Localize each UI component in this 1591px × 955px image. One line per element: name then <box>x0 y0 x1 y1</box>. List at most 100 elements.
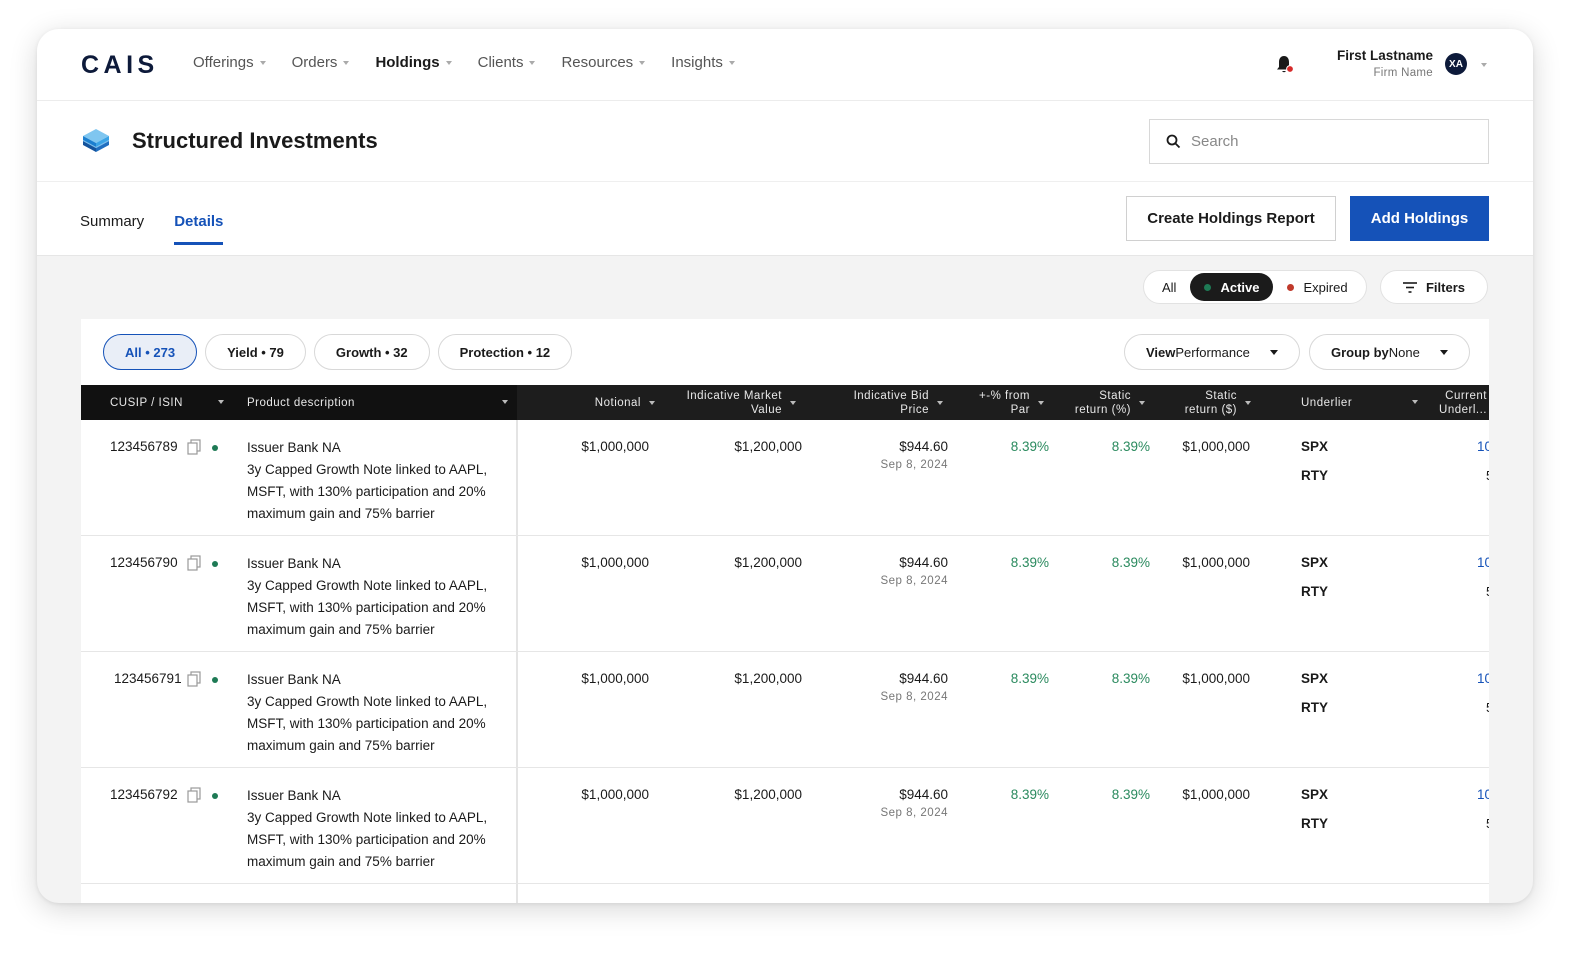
nav-label: Holdings <box>375 54 440 71</box>
bid-price: $944.60 <box>899 439 948 454</box>
chip-protection[interactable]: Protection • 12 <box>437 334 573 370</box>
column-label-line: Par <box>1010 403 1030 416</box>
nav-offerings[interactable]: Offerings <box>193 54 266 71</box>
nav-label: Orders <box>291 54 338 71</box>
frozen-column-divider <box>516 652 518 767</box>
table-row[interactable]: 123456792 Issuer Bank NA 3y Capped Growth… <box>81 768 1489 884</box>
status-expired[interactable]: Expired <box>1273 273 1361 301</box>
column-header-notional[interactable]: Notional <box>541 385 655 420</box>
notional-cell: $1,000,000 <box>581 671 649 686</box>
static-return-pct-cell: 8.39% <box>1111 555 1150 570</box>
sort-icon <box>790 400 796 405</box>
chip-yield[interactable]: Yield • 79 <box>205 334 306 370</box>
page-title: Structured Investments <box>132 128 378 153</box>
column-header-bid-price[interactable]: Indicative Bid Price <box>811 385 943 420</box>
from-par-cell: 8.39% <box>1010 671 1049 686</box>
divider <box>37 181 1533 182</box>
current-underlier-value: 10 <box>1477 671 1489 686</box>
notional-cell: $1,000,000 <box>581 555 649 570</box>
column-header-underlier[interactable]: Underlier <box>1301 385 1411 420</box>
table-row[interactable]: 123456789 Issuer Bank NA 3y Capped Growth… <box>81 420 1489 536</box>
static-return-usd-cell: $1,000,000 <box>1182 671 1250 686</box>
add-holdings-button[interactable]: Add Holdings <box>1350 196 1489 241</box>
group-by-dropdown[interactable]: Group by None <box>1309 334 1470 370</box>
user-menu[interactable]: First Lastname Firm Name <box>1337 48 1433 79</box>
cais-logo[interactable]: CAIS <box>81 51 159 79</box>
from-par-cell: 8.39% <box>1010 439 1049 454</box>
chip-all[interactable]: All • 273 <box>103 334 198 370</box>
column-header-cusip[interactable]: CUSIP / ISIN <box>110 385 222 420</box>
tab-details[interactable]: Details <box>174 213 224 245</box>
column-label: Notional <box>594 396 641 409</box>
nav-insights[interactable]: Insights <box>671 54 735 71</box>
underlier-cell: SPX RTY <box>1301 548 1328 606</box>
nav-orders[interactable]: Orders <box>292 54 350 71</box>
product-text: 3y Capped Growth Note linked to AAPL, MS… <box>247 810 488 869</box>
sort-icon[interactable] <box>502 400 508 404</box>
main-nav: Offerings Orders Holdings Clients Resour… <box>193 54 761 71</box>
bid-price-cell: $944.60 Sep 8, 2024 <box>841 439 948 471</box>
chevron-down-icon <box>259 61 266 65</box>
status-all[interactable]: All <box>1162 279 1177 295</box>
search-input[interactable] <box>1191 133 1451 150</box>
nav-holdings[interactable]: Holdings <box>375 54 452 71</box>
column-label-line: return (%) <box>1074 403 1131 416</box>
column-header-current-underlier[interactable]: Current Underl... <box>1421 385 1487 420</box>
status-active[interactable]: Active <box>1190 273 1274 301</box>
nav-clients[interactable]: Clients <box>478 54 536 71</box>
active-status-icon <box>212 445 218 451</box>
copy-icon[interactable] <box>187 439 201 455</box>
copy-icon[interactable] <box>187 787 201 803</box>
market-value-cell: $1,200,000 <box>734 787 802 802</box>
holdings-panel: All • 273 Yield • 79 Growth • 32 Protect… <box>81 319 1489 903</box>
market-value-cell: $1,200,000 <box>734 555 802 570</box>
frozen-column-divider <box>516 420 518 535</box>
product-text: 3y Capped Growth Note linked to AAPL, MS… <box>247 462 488 521</box>
dropdown-label: Group by <box>1331 344 1389 360</box>
column-header-from-par[interactable]: +-% from Par <box>961 385 1044 420</box>
market-value-cell: $1,200,000 <box>734 439 802 454</box>
sort-icon <box>649 400 655 405</box>
page-header: Structured Investments Summary Details C… <box>37 101 1533 256</box>
column-label: Indicative Bid Price <box>854 389 929 417</box>
table-row[interactable] <box>81 884 1489 903</box>
dropdown-value: Performance <box>1175 344 1250 360</box>
create-holdings-report-button[interactable]: Create Holdings Report <box>1126 196 1336 241</box>
chevron-down-icon[interactable] <box>1481 63 1487 67</box>
column-label-line: Indicative Bid <box>853 389 929 402</box>
app-window: CAIS Offerings Orders Holdings Clients R… <box>37 29 1533 903</box>
static-return-usd-cell: $1,000,000 <box>1182 439 1250 454</box>
notional-cell: $1,000,000 <box>581 787 649 802</box>
table-row[interactable]: 123456791 Issuer Bank NA 3y Capped Growth… <box>81 652 1489 768</box>
underlier-cell: SPX RTY <box>1301 780 1328 838</box>
view-performance-dropdown[interactable]: View Performance <box>1124 334 1300 370</box>
cusip-cell: 123456792 <box>110 787 178 802</box>
from-par-cell: 8.39% <box>1010 555 1049 570</box>
column-header-product[interactable]: Product description <box>247 385 397 420</box>
from-par-cell: 8.39% <box>1010 787 1049 802</box>
column-label-line: Indicative Market <box>686 389 782 402</box>
notification-bell-icon[interactable] <box>1275 54 1295 76</box>
static-return-usd-cell: $1,000,000 <box>1182 555 1250 570</box>
column-header-market-value[interactable]: Indicative Market Value <box>666 385 796 420</box>
sort-icon[interactable] <box>218 400 224 404</box>
column-header-static-return-pct[interactable]: Static return (%) <box>1061 385 1145 420</box>
column-header-static-return-usd[interactable]: Static return ($) <box>1161 385 1251 420</box>
avatar[interactable]: XA <box>1445 53 1467 75</box>
product-description: Issuer Bank NA 3y Capped Growth Note link… <box>247 785 507 873</box>
chip-growth[interactable]: Growth • 32 <box>313 334 430 370</box>
caret-down-icon <box>1439 349 1448 355</box>
filters-button[interactable]: Filters <box>1380 270 1488 304</box>
column-label-line: Price <box>900 403 929 416</box>
search-box[interactable] <box>1149 119 1489 164</box>
copy-icon[interactable] <box>187 555 201 571</box>
sort-icon[interactable] <box>1412 400 1418 404</box>
table-row[interactable]: 123456790 Issuer Bank NA 3y Capped Growth… <box>81 536 1489 652</box>
cusip-cell: 123456790 <box>110 555 178 570</box>
underlier-2: RTY <box>1301 584 1328 599</box>
sort-icon <box>1038 400 1044 405</box>
nav-resources[interactable]: Resources <box>561 54 646 71</box>
tab-summary[interactable]: Summary <box>80 213 145 230</box>
copy-icon[interactable] <box>187 671 201 687</box>
current-underlier-value-2: 5 <box>1486 816 1489 831</box>
